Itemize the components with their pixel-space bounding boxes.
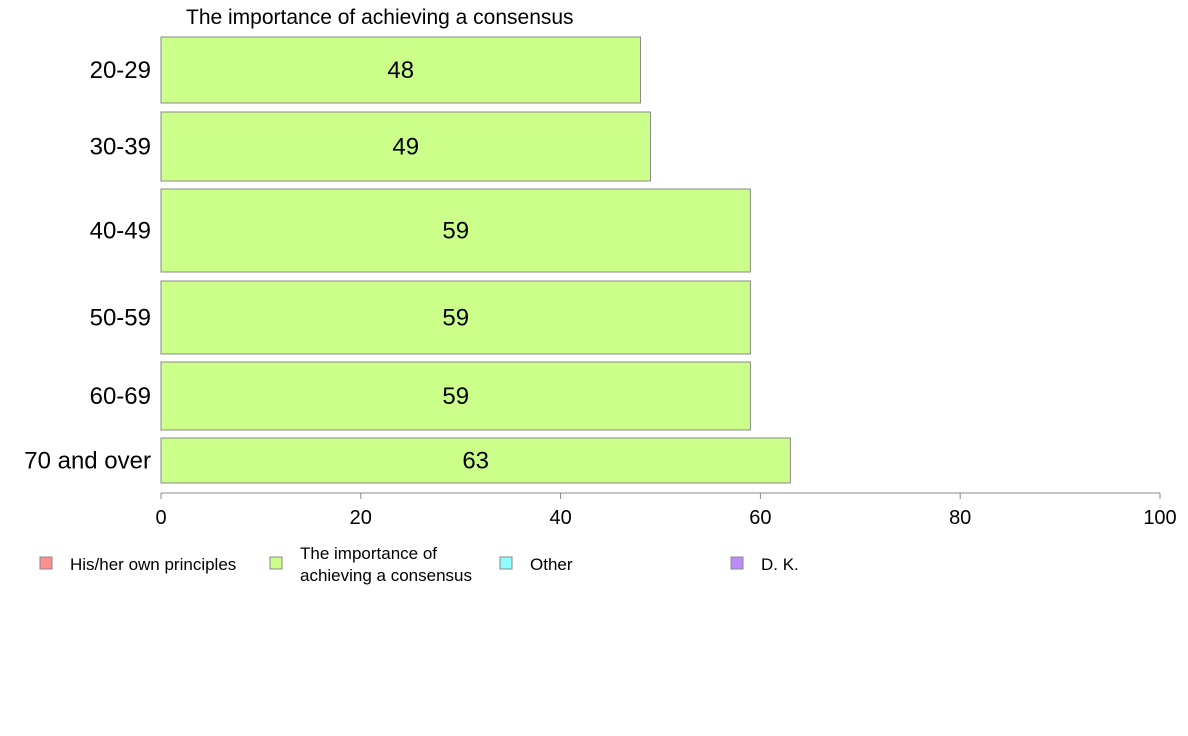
bar-value-label: 59 [442, 383, 469, 410]
category-label: 30-39 [90, 134, 151, 161]
category-label: 20-29 [90, 57, 151, 84]
legend-swatch [269, 556, 283, 570]
category-label: 70 and over [24, 448, 151, 475]
legend-label: His/her own principles [70, 555, 236, 574]
legend-swatch [730, 556, 744, 570]
x-tick-label: 80 [949, 507, 971, 529]
chart-title: The importance of achieving a consensus [186, 6, 574, 29]
bar-value-label: 63 [462, 448, 489, 475]
x-axis: 0 20 40 60 80 100 [155, 492, 1177, 529]
x-tick-label: 60 [749, 507, 771, 529]
category-label: 40-49 [90, 218, 151, 245]
category-label: 50-59 [90, 305, 151, 332]
bar-value-label: 49 [392, 134, 419, 161]
bar [160, 188, 751, 273]
category-labels: 20-29 30-39 40-49 50-59 60-69 70 and over [24, 57, 151, 475]
bar [160, 111, 652, 182]
legend-label: Other [530, 555, 573, 574]
category-label: 60-69 [90, 383, 151, 410]
bar [160, 280, 751, 355]
bar-value-label: 59 [442, 218, 469, 245]
legend-swatch [39, 556, 53, 570]
bar-value-label: 48 [387, 57, 414, 84]
x-tick-label: 20 [350, 507, 372, 529]
bar [160, 437, 791, 484]
legend-swatch [499, 556, 513, 570]
x-tick-label: 40 [549, 507, 571, 529]
legend-label: The importance of achieving a consensus [300, 544, 472, 585]
bar [160, 36, 642, 104]
bar-group: 48 49 59 59 59 63 [160, 36, 791, 484]
bar-value-label: 59 [442, 305, 469, 332]
x-tick-label: 0 [155, 507, 166, 529]
bar [160, 361, 751, 431]
legend: His/her own principles The importance of a… [39, 544, 799, 585]
legend-label: D. K. [761, 555, 799, 574]
x-tick-label: 100 [1143, 507, 1176, 529]
